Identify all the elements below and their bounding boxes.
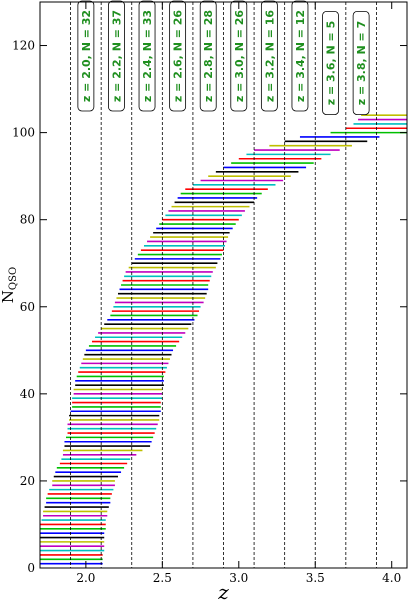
axis-ticks-layer: 2.0 2.5 3.0 3.5 4.0 0 20 40 60 80 100 120 bbox=[12, 2, 407, 585]
x-tick-label: 2.5 bbox=[153, 571, 172, 585]
bin-label: z = 3.2, N = 16 bbox=[260, 0, 278, 112]
bin-label: z = 2.2, N = 37 bbox=[108, 0, 125, 112]
bin-label-box bbox=[138, 0, 156, 112]
plot-frame bbox=[39, 1, 408, 569]
redshift-bins-layer: z = 2.0, N = 32 z = 2.2, N = 37 z = 2.4, N… bbox=[70, 0, 377, 568]
bin-label: z = 2.4, N = 33 bbox=[138, 0, 156, 112]
y-axis-label: NQSO bbox=[0, 267, 19, 303]
bin-label-box bbox=[291, 0, 309, 112]
bin-label-text: z = 2.0, N = 32 bbox=[80, 10, 93, 102]
bin-label: z = 2.0, N = 32 bbox=[77, 0, 95, 112]
bin-label-box bbox=[260, 0, 278, 112]
bin-label-text: z = 3.2, N = 16 bbox=[263, 10, 276, 103]
bin-label: z = 2.8, N = 28 bbox=[199, 0, 217, 112]
bin-label-text: z = 3.8, N = 7 bbox=[355, 21, 368, 106]
bin-label-box bbox=[322, 11, 339, 115]
bin-label-box bbox=[77, 0, 95, 112]
bin-label: z = 3.8, N = 7 bbox=[352, 11, 370, 115]
bin-label-text: z = 2.2, N = 37 bbox=[110, 10, 123, 102]
bin-label-box bbox=[108, 0, 125, 112]
y-tick-label: 80 bbox=[20, 213, 35, 227]
y-tick-label: 100 bbox=[12, 126, 35, 140]
bin-label-box bbox=[169, 0, 187, 112]
bin-label-text: z = 2.8, N = 28 bbox=[202, 10, 215, 102]
bin-label-text: z = 3.4, N = 12 bbox=[294, 10, 307, 102]
bin-label-text: z = 3.0, N = 26 bbox=[233, 10, 246, 103]
bin-label: z = 3.0, N = 26 bbox=[230, 0, 248, 112]
y-tick-label: 0 bbox=[27, 561, 35, 575]
x-tick-label: 3.5 bbox=[306, 571, 325, 585]
bin-label-box bbox=[230, 0, 248, 112]
bin-label-text: z = 3.6, N = 5 bbox=[325, 21, 338, 106]
y-axis-label-subscript: QSO bbox=[8, 267, 19, 290]
bin-label: z = 3.6, N = 5 bbox=[322, 11, 339, 115]
bin-label-box bbox=[199, 0, 217, 112]
y-tick-label: 120 bbox=[12, 39, 35, 53]
bin-label-box bbox=[352, 11, 370, 115]
y-tick-label: 60 bbox=[20, 300, 35, 314]
y-axis-label-main: N bbox=[0, 290, 17, 303]
x-tick-label: 3.0 bbox=[229, 571, 248, 585]
x-axis-label: z bbox=[217, 580, 229, 603]
y-tick-label: 20 bbox=[20, 474, 35, 488]
segments-layer bbox=[40, 114, 407, 565]
bin-label: z = 3.4, N = 12 bbox=[291, 0, 309, 112]
bin-label-text: z = 2.4, N = 33 bbox=[141, 10, 154, 102]
bin-label-text: z = 2.6, N = 26 bbox=[172, 10, 185, 103]
x-tick-label: 2.0 bbox=[76, 571, 95, 585]
bin-label: z = 2.6, N = 26 bbox=[169, 0, 187, 112]
y-tick-label: 40 bbox=[20, 387, 35, 401]
x-tick-label: 4.0 bbox=[382, 571, 401, 585]
